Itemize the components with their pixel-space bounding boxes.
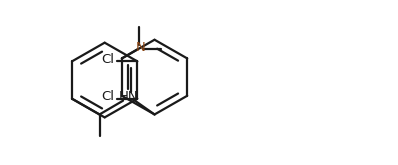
Text: HN: HN xyxy=(119,90,139,103)
Text: N: N xyxy=(136,41,146,54)
Text: Cl: Cl xyxy=(101,90,114,103)
Text: Cl: Cl xyxy=(101,53,114,66)
